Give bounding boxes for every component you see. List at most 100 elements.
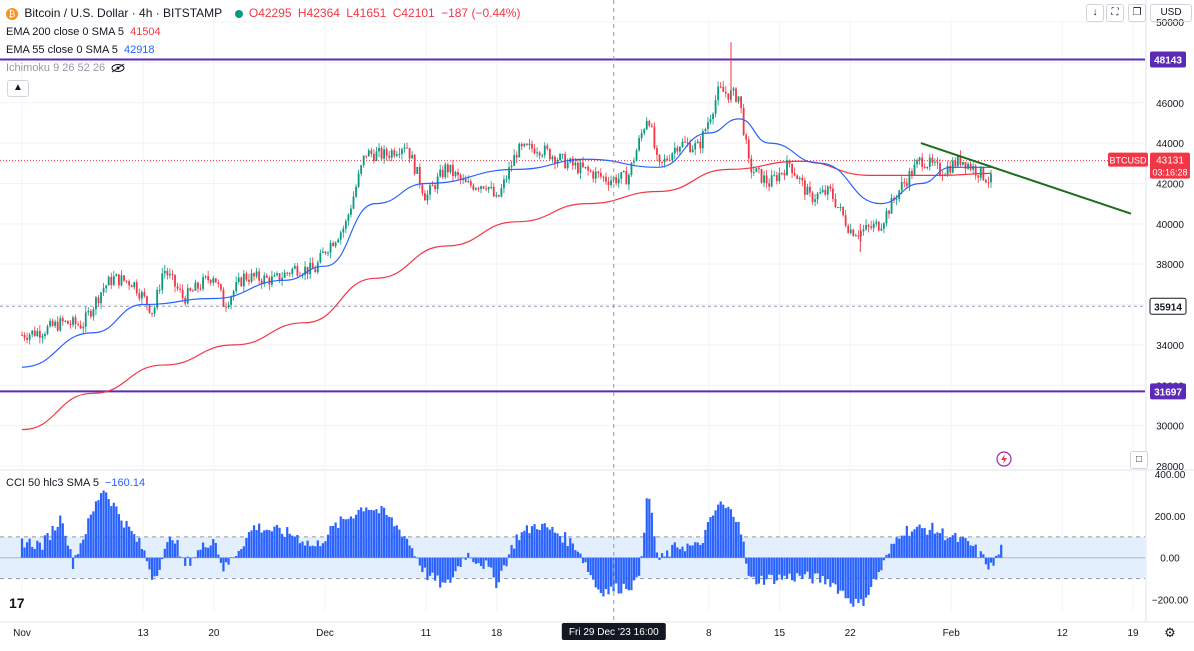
cci-bar	[270, 531, 273, 558]
restore-button[interactable]: ❐	[1128, 4, 1146, 22]
candle-body	[240, 277, 243, 287]
cci-bar	[421, 557, 424, 573]
candle-body	[174, 274, 176, 287]
ichimoku-legend[interactable]: Ichimoku 9 26 52 26	[6, 62, 128, 74]
candle-body	[931, 157, 934, 163]
candle-body	[271, 276, 273, 285]
candle-body	[347, 214, 350, 222]
candle-body	[724, 91, 727, 94]
cci-bar	[995, 555, 998, 558]
ema200-value: 41504	[130, 26, 161, 38]
cci-bar	[510, 544, 513, 558]
cci-bar	[56, 526, 59, 558]
time-tick-label: Nov	[13, 628, 31, 639]
price-tick-label: 42000	[1156, 179, 1184, 190]
candle-body	[503, 179, 505, 188]
cci-bar	[737, 521, 740, 558]
cci-bar	[349, 516, 353, 558]
cci-bar	[102, 490, 105, 558]
candle-body	[373, 153, 375, 161]
cci-bar	[900, 535, 903, 558]
cci-bar	[750, 557, 753, 577]
candle-body	[939, 163, 941, 176]
cci-bar	[849, 557, 852, 604]
crosshair-time-badge	[561, 623, 666, 640]
candle-body	[686, 142, 689, 144]
candle-body	[214, 278, 217, 283]
candle-body	[691, 149, 694, 153]
cci-bar	[479, 557, 483, 566]
cci-bar	[875, 557, 878, 580]
candle-body	[928, 157, 931, 168]
pane-maximize-button[interactable]: □	[1130, 451, 1148, 469]
ema200-legend[interactable]: EMA 200 close 0 SMA 5 41504	[6, 26, 164, 38]
cci-bar	[589, 557, 592, 576]
cci-bar	[836, 557, 840, 594]
candle-body	[84, 312, 87, 327]
candle-body	[890, 197, 893, 214]
candle-body	[617, 178, 620, 184]
cci-bar	[477, 557, 480, 564]
eye-crossed-icon[interactable]	[111, 62, 125, 74]
candle-body	[681, 141, 684, 147]
candle-body	[707, 122, 709, 129]
candle-body	[26, 337, 28, 340]
cci-series	[20, 490, 1003, 607]
cci-bar	[964, 537, 967, 558]
cci-bar	[207, 547, 210, 558]
candle-body	[635, 150, 638, 162]
cci-bar	[337, 527, 340, 558]
time-tick-label: Dec	[316, 628, 334, 639]
candle-body	[89, 310, 92, 317]
candle-body	[722, 86, 725, 92]
cci-bar	[365, 507, 368, 558]
ema200-label: EMA 200 close 0 SMA 5	[6, 26, 125, 38]
candle-body	[737, 96, 740, 102]
cci-bar	[61, 523, 64, 558]
cci-bar	[87, 518, 90, 558]
cci-bar	[283, 536, 286, 558]
cci-bar	[46, 533, 49, 558]
scroll-down-button[interactable]: ↓	[1086, 4, 1104, 22]
cci-bar	[566, 546, 569, 558]
currency-selector[interactable]: USD	[1150, 4, 1192, 22]
candle-body	[33, 330, 36, 336]
candle-body	[513, 155, 516, 166]
cci-bar	[530, 526, 534, 558]
cci-bar	[89, 514, 92, 558]
symbol-title[interactable]: Bitcoin / U.S. Dollar · 4h · BITSTAMP	[24, 6, 223, 20]
price-tick-label: 34000	[1156, 341, 1184, 352]
time-axis[interactable]: Nov 13 20 Dec 11 18 8 15 22 Feb 12 19 ⚙	[13, 625, 1176, 640]
candle-body	[865, 224, 867, 230]
candle-body	[286, 272, 289, 274]
cci-bar	[655, 552, 659, 558]
horizontal-levels[interactable]	[0, 58, 1145, 393]
candle-body	[607, 181, 610, 186]
ohlc-open: O42295	[248, 6, 292, 20]
candle-body	[41, 336, 44, 338]
maximize-button[interactable]: ⛶	[1106, 4, 1124, 22]
cci-legend[interactable]: CCI 50 hlc3 SMA 5 −160.14	[6, 477, 148, 489]
candle-body	[235, 282, 238, 292]
time-tick-label: Feb	[943, 628, 961, 639]
candle-body	[21, 334, 23, 336]
cci-bar	[232, 557, 235, 558]
trendline[interactable]	[920, 142, 1132, 215]
candle-body	[913, 164, 916, 176]
cci-bar	[576, 551, 579, 558]
cci-bar	[592, 557, 595, 580]
candle-body	[217, 282, 220, 285]
crosshair-time-label: Fri 29 Dec '23 16:00	[569, 627, 659, 638]
cci-bar	[724, 508, 727, 558]
candle-body	[171, 273, 174, 275]
cci-bar	[887, 553, 891, 558]
ema55-legend[interactable]: EMA 55 close 0 SMA 5 42918	[6, 44, 158, 56]
candle-body	[255, 271, 258, 277]
candle-body	[829, 186, 832, 189]
cci-bar	[824, 557, 827, 585]
cci-bar	[627, 557, 630, 591]
cci-bar	[714, 510, 717, 558]
cci-bar	[485, 557, 488, 561]
collapse-legend-button[interactable]: ▲	[7, 80, 29, 97]
